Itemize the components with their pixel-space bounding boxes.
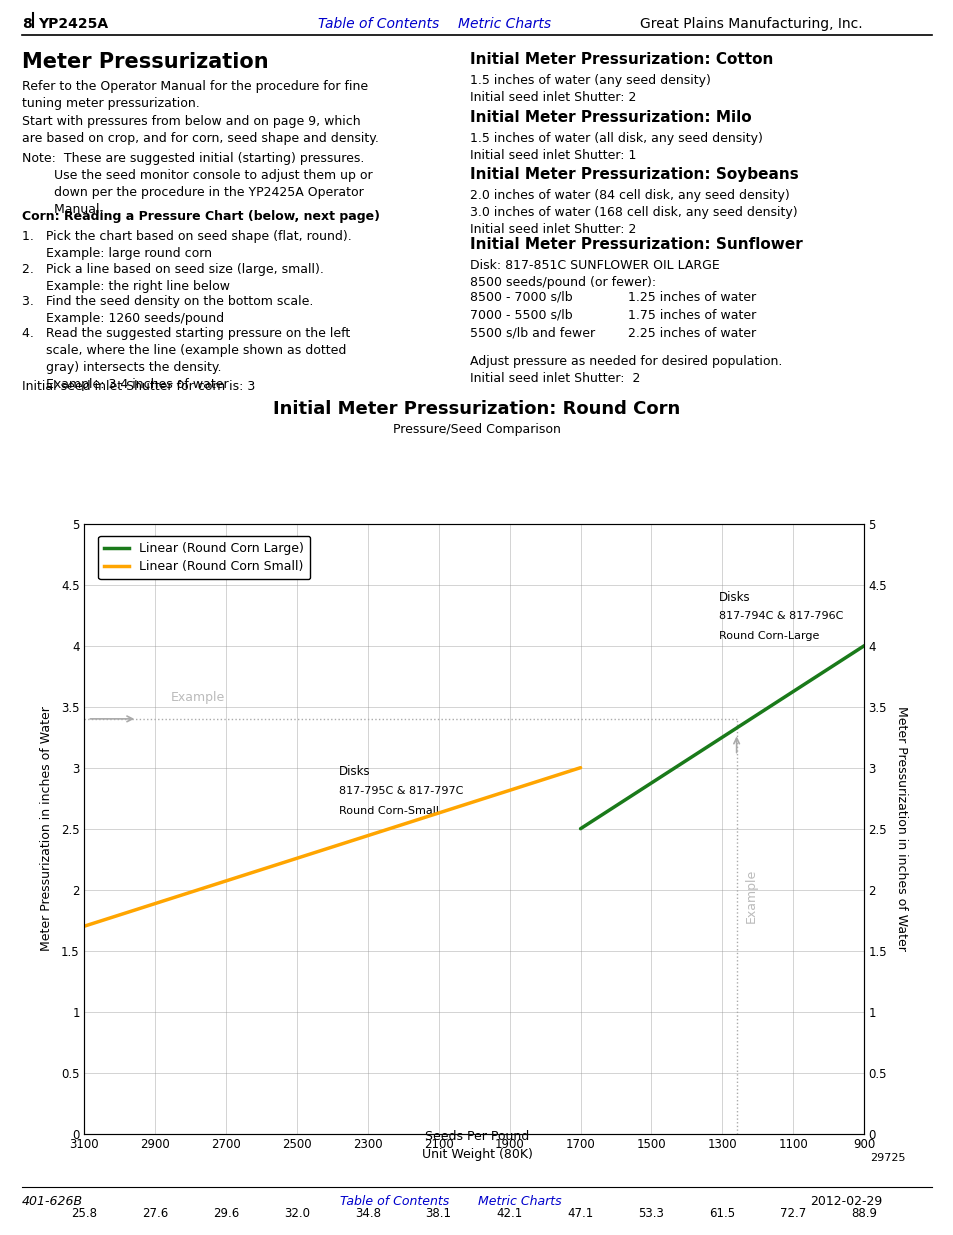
Text: 7000 - 5500 s/lb: 7000 - 5500 s/lb — [470, 309, 572, 322]
Text: 25.8: 25.8 — [71, 1207, 97, 1220]
Text: 1.75 inches of water: 1.75 inches of water — [627, 309, 756, 322]
Text: Initial Meter Pressurization: Sunflower: Initial Meter Pressurization: Sunflower — [470, 237, 801, 252]
Text: 61.5: 61.5 — [709, 1207, 735, 1220]
Text: 2.   Pick a line based on seed size (large, small).
      Example: the right lin: 2. Pick a line based on seed size (large… — [22, 263, 323, 293]
Text: Corn: Reading a Pressure Chart (below, next page): Corn: Reading a Pressure Chart (below, n… — [22, 210, 379, 224]
Text: 32.0: 32.0 — [283, 1207, 310, 1220]
Text: 1.5 inches of water (all disk, any seed density)
Initial seed inlet Shutter: 1: 1.5 inches of water (all disk, any seed … — [470, 132, 762, 162]
Text: 8500 - 7000 s/lb: 8500 - 7000 s/lb — [470, 291, 572, 304]
Y-axis label: Meter Pressurization in inches of Water: Meter Pressurization in inches of Water — [895, 706, 907, 951]
Text: Adjust pressure as needed for desired population.
Initial seed inlet Shutter:  2: Adjust pressure as needed for desired po… — [470, 354, 781, 385]
Text: 29725: 29725 — [869, 1153, 904, 1163]
Text: 42.1: 42.1 — [496, 1207, 522, 1220]
Text: 817-795C & 817-797C: 817-795C & 817-797C — [339, 785, 463, 797]
Text: 72.7: 72.7 — [780, 1207, 805, 1220]
Text: 1.25 inches of water: 1.25 inches of water — [627, 291, 756, 304]
Text: Initial Meter Pressurization: Soybeans: Initial Meter Pressurization: Soybeans — [470, 167, 798, 182]
Text: Metric Charts: Metric Charts — [477, 1195, 561, 1208]
Text: Seeds Per Pound
Unit Weight (80K): Seeds Per Pound Unit Weight (80K) — [421, 1130, 532, 1161]
Text: YP2425A: YP2425A — [38, 17, 108, 31]
Text: Initial Meter Pressurization: Round Corn: Initial Meter Pressurization: Round Corn — [274, 400, 679, 417]
Text: Metric Charts: Metric Charts — [457, 17, 551, 31]
Y-axis label: Meter Pressurization in inches of Water: Meter Pressurization in inches of Water — [40, 706, 52, 951]
Text: Pressure/Seed Comparison: Pressure/Seed Comparison — [393, 424, 560, 436]
Legend: Linear (Round Corn Large), Linear (Round Corn Small): Linear (Round Corn Large), Linear (Round… — [98, 536, 310, 579]
Text: Disks: Disks — [719, 590, 750, 604]
Text: Round Corn-Small: Round Corn-Small — [339, 805, 439, 815]
Text: 4.   Read the suggested starting pressure on the left
      scale, where the lin: 4. Read the suggested starting pressure … — [22, 327, 350, 391]
Text: Disk: 817-851C SUNFLOWER OIL LARGE
8500 seeds/pound (or fewer):: Disk: 817-851C SUNFLOWER OIL LARGE 8500 … — [470, 259, 719, 289]
Text: 88.9: 88.9 — [850, 1207, 877, 1220]
Text: Start with pressures from below and on page 9, which
are based on crop, and for : Start with pressures from below and on p… — [22, 115, 378, 144]
Text: Great Plains Manufacturing, Inc.: Great Plains Manufacturing, Inc. — [639, 17, 862, 31]
Text: Example: Example — [171, 692, 224, 704]
Text: Meter Pressurization: Meter Pressurization — [22, 52, 269, 72]
Text: 2.0 inches of water (84 cell disk, any seed density)
3.0 inches of water (168 ce: 2.0 inches of water (84 cell disk, any s… — [470, 189, 797, 236]
Text: Table of Contents: Table of Contents — [317, 17, 438, 31]
Text: 2012-02-29: 2012-02-29 — [809, 1195, 882, 1208]
Text: Example: Example — [744, 868, 758, 923]
Text: 2.25 inches of water: 2.25 inches of water — [627, 327, 756, 340]
Text: Note:  These are suggested initial (starting) pressures.
        Use the seed mo: Note: These are suggested initial (start… — [22, 152, 373, 216]
Text: Table of Contents: Table of Contents — [339, 1195, 449, 1208]
Text: 34.8: 34.8 — [355, 1207, 380, 1220]
Text: 5500 s/lb and fewer: 5500 s/lb and fewer — [470, 327, 595, 340]
Text: Initial seed inlet Shutter for corn is: 3: Initial seed inlet Shutter for corn is: … — [22, 380, 255, 393]
Text: 1.   Pick the chart based on seed shape (flat, round).
      Example: large roun: 1. Pick the chart based on seed shape (f… — [22, 230, 352, 261]
Text: 8: 8 — [22, 17, 31, 31]
Text: 817-794C & 817-796C: 817-794C & 817-796C — [719, 611, 842, 621]
Text: 47.1: 47.1 — [567, 1207, 593, 1220]
Text: Refer to the Operator Manual for the procedure for fine
tuning meter pressurizat: Refer to the Operator Manual for the pro… — [22, 80, 368, 110]
Text: 3.   Find the seed density on the bottom scale.
      Example: 1260 seeds/pound: 3. Find the seed density on the bottom s… — [22, 295, 313, 325]
Text: 27.6: 27.6 — [142, 1207, 168, 1220]
Text: Disks: Disks — [339, 766, 371, 778]
Text: 53.3: 53.3 — [638, 1207, 663, 1220]
Text: 1.5 inches of water (any seed density)
Initial seed inlet Shutter: 2: 1.5 inches of water (any seed density) I… — [470, 74, 710, 104]
Text: Round Corn-Large: Round Corn-Large — [719, 631, 819, 641]
Text: 38.1: 38.1 — [425, 1207, 451, 1220]
Text: Initial Meter Pressurization: Milo: Initial Meter Pressurization: Milo — [470, 110, 751, 125]
Text: Initial Meter Pressurization: Cotton: Initial Meter Pressurization: Cotton — [470, 52, 773, 67]
Text: 401-626B: 401-626B — [22, 1195, 83, 1208]
Text: 29.6: 29.6 — [213, 1207, 238, 1220]
